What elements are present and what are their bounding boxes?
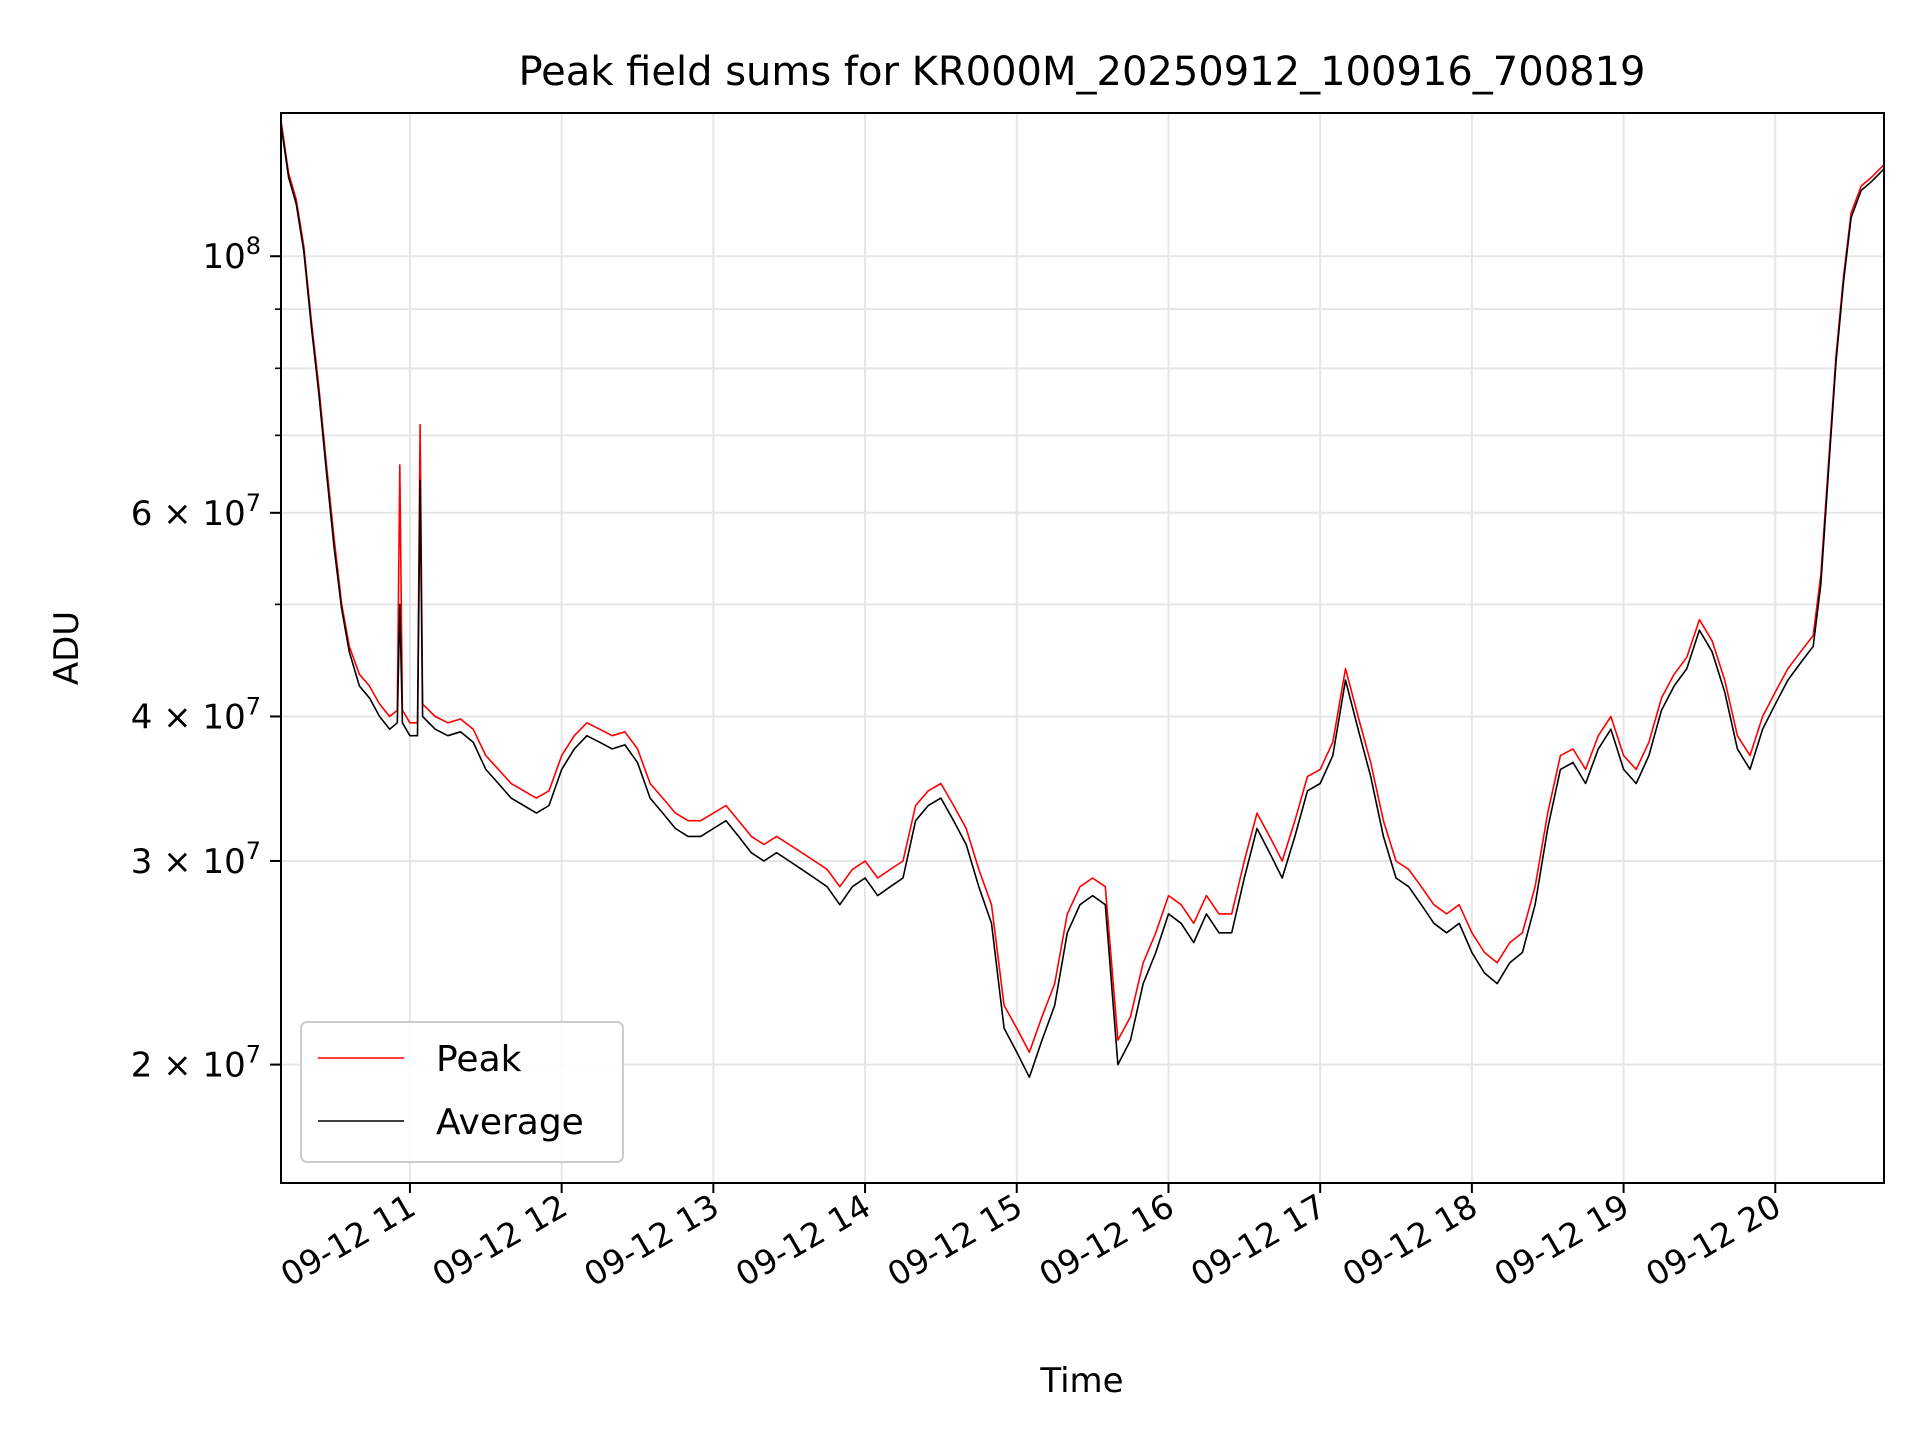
y-tick-label: 4 × 107: [131, 692, 261, 737]
y-tick-label: 108: [202, 232, 261, 277]
y-tick-label: 6 × 107: [131, 489, 261, 534]
y-tick-label: 2 × 107: [131, 1041, 261, 1086]
legend: Peak Average: [300, 1021, 624, 1163]
series-line-average: [280, 124, 1885, 1079]
chart-title: Peak field sums for KR000M_20250912_1009…: [518, 49, 1645, 95]
y-tick-label: 3 × 107: [131, 837, 261, 882]
x-axis-label: Time: [1039, 1361, 1123, 1401]
plot-frame: [280, 112, 1885, 1184]
legend-label-average: Average: [436, 1102, 584, 1143]
series-line-peak: [280, 120, 1885, 1053]
series-layer: [280, 120, 1885, 1079]
grid: [281, 113, 1884, 1183]
y-axis-label: ADU: [47, 611, 87, 685]
legend-box: [300, 1021, 624, 1163]
legend-label-peak: Peak: [436, 1039, 522, 1080]
